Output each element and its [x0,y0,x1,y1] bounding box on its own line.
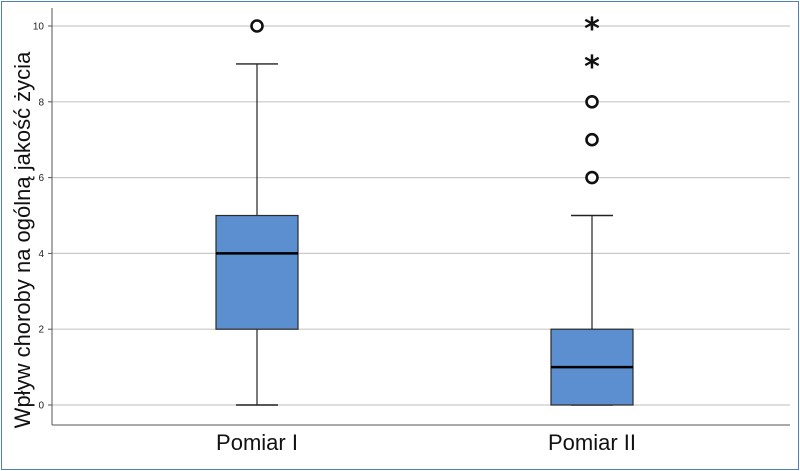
box-group: ** [550,12,634,406]
category-label: Pomiar II [548,430,636,455]
extreme-point: * [584,12,600,47]
category-label: Pomiar I [216,430,298,455]
outlier-point [585,170,599,185]
y-tick-label: 6 [38,173,44,184]
y-axis-title: Wpływ choroby na ogólną jakość życia [10,51,35,428]
y-tick-labels: 0 2 4 6 8 10 [33,22,52,412]
boxes: ** [215,12,634,406]
outlier-point [250,19,264,33]
y-tick-label: 2 [38,325,44,336]
y-tick-label: 10 [33,22,45,33]
box-group [215,19,299,406]
outlier-point [585,132,599,147]
axes [51,8,790,426]
y-tick-label: 4 [38,249,44,260]
category-labels: Pomiar I Pomiar II [216,430,636,455]
y-tick-label: 8 [38,97,44,108]
box-iqr [215,214,299,330]
extreme-point: * [584,50,600,85]
grid-lines [52,25,790,406]
outlier-point [585,95,599,109]
y-tick-label: 0 [38,401,44,412]
